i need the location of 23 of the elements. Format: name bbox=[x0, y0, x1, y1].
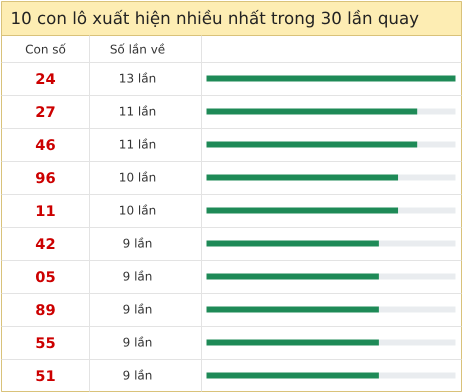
chart-title: 10 con lô xuất hiện nhiều nhất trong 30 lần quay bbox=[10, 9, 420, 28]
y-tick-label: 89 bbox=[35, 302, 56, 319]
y-tick-label: 96 bbox=[35, 170, 56, 187]
y-tick-label: 46 bbox=[35, 137, 56, 154]
data-label: 9 lần bbox=[122, 302, 152, 316]
y-tick-label: 27 bbox=[35, 104, 56, 121]
data-label: 11 lần bbox=[118, 104, 156, 118]
data-label: 11 lần bbox=[118, 138, 156, 152]
data-label: 10 lần bbox=[118, 204, 156, 218]
y-tick-label: 05 bbox=[35, 269, 56, 286]
text: Con số bbox=[25, 42, 67, 56]
data-label: 10 lần bbox=[118, 170, 156, 184]
y-tick-label: 24 bbox=[35, 71, 56, 88]
data-label: 9 lần bbox=[122, 336, 152, 350]
data-label: 9 lần bbox=[122, 368, 152, 382]
y-tick-label: 51 bbox=[35, 368, 56, 385]
data-label: 9 lần bbox=[122, 270, 152, 284]
y-tick-label: 42 bbox=[35, 236, 56, 253]
y-tick-label: 11 bbox=[35, 203, 56, 220]
data-label: 9 lần bbox=[122, 236, 152, 250]
text: Số lần về bbox=[110, 42, 166, 56]
data-label: 13 lần bbox=[118, 72, 156, 86]
y-tick-label: 55 bbox=[35, 335, 56, 352]
